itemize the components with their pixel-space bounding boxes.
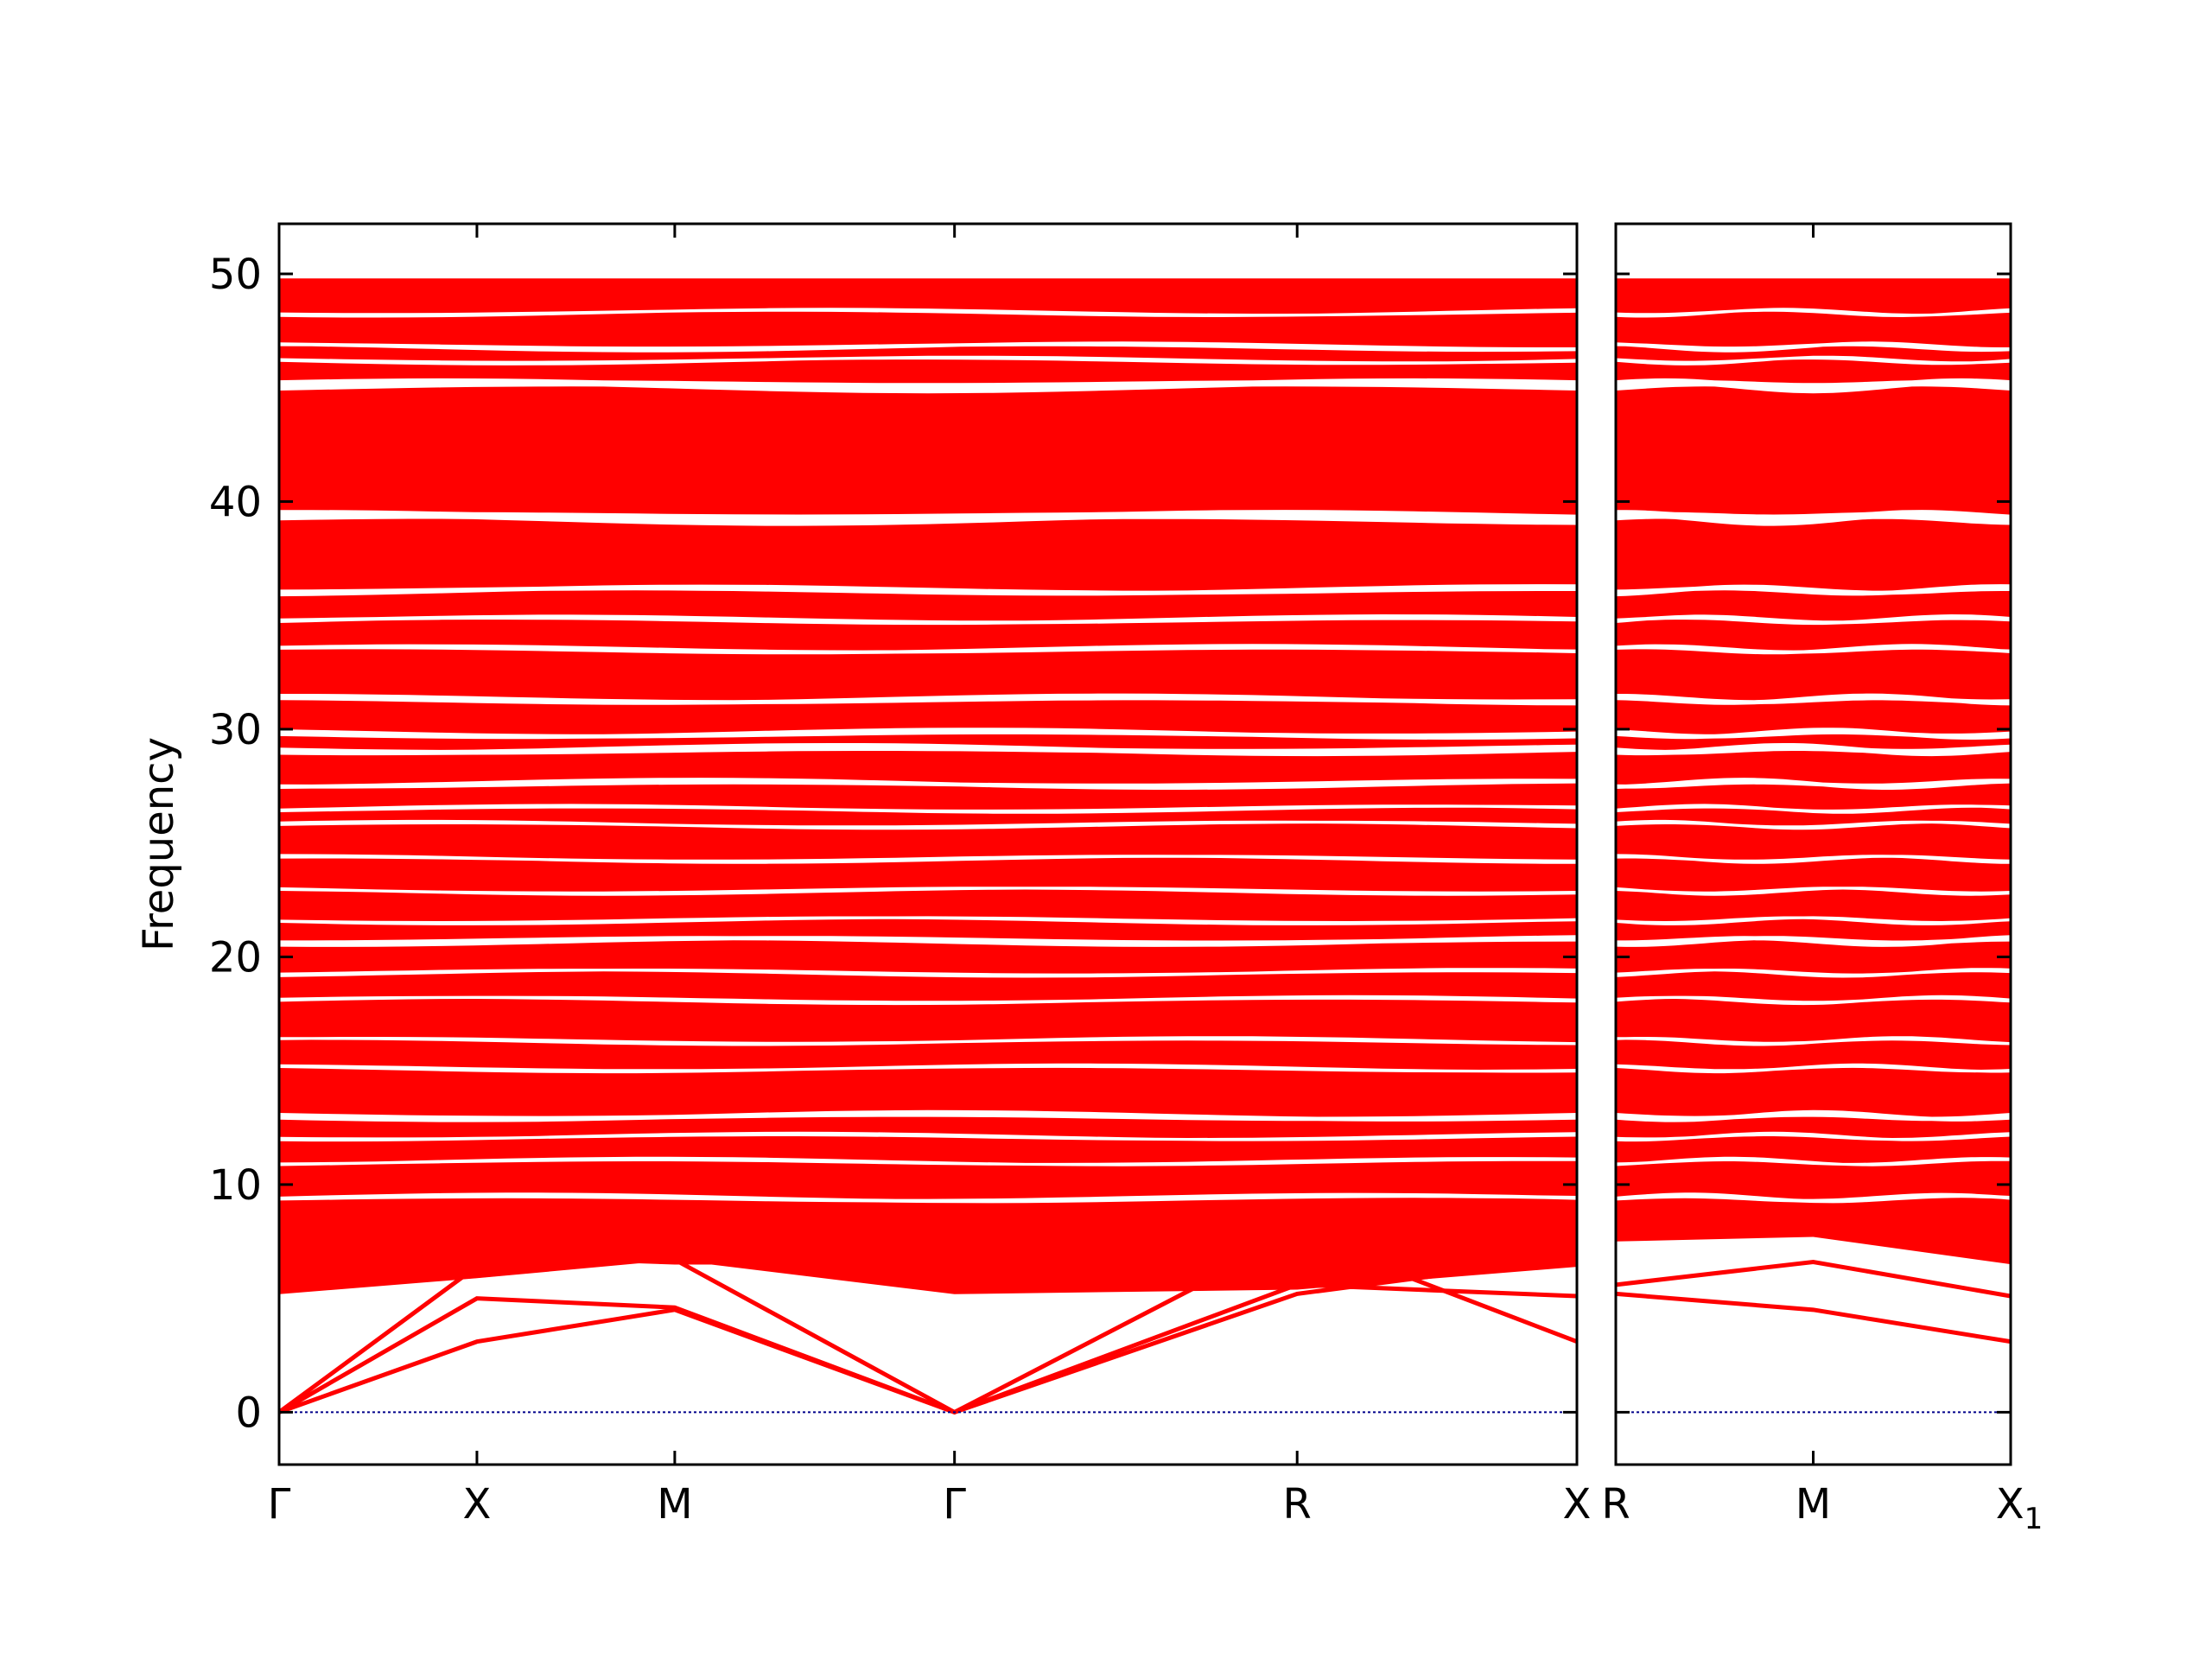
x-tick-label: Γ	[943, 1480, 966, 1529]
band-gap	[279, 644, 1577, 655]
band-gap	[279, 935, 1577, 947]
left-panel-y-ticks	[279, 272, 1577, 1414]
band-gap	[1616, 614, 2011, 626]
band-gap	[279, 355, 1577, 365]
optical-branch	[279, 1213, 1577, 1251]
y-axis-label: Frequency	[135, 737, 183, 951]
band-gap	[279, 854, 1577, 864]
y-tick-label: 10	[209, 1161, 262, 1210]
band-gap	[279, 584, 1577, 597]
x-tick-label: R	[1601, 1480, 1630, 1529]
lower-gap	[1616, 1236, 2011, 1465]
band-gap	[1616, 854, 2011, 864]
band-gap	[1616, 887, 2011, 896]
band-gap	[279, 916, 1577, 925]
x-tick-label: M	[657, 1480, 692, 1529]
band-gap	[279, 693, 1577, 706]
band-gap	[279, 1109, 1577, 1122]
band-gap	[279, 819, 1577, 830]
x-tick-label: X	[1563, 1480, 1592, 1529]
band-gap	[279, 804, 1577, 814]
x-tick-label: X	[463, 1480, 492, 1529]
band-gap	[279, 995, 1577, 1006]
acoustic-branch	[1616, 1291, 2011, 1344]
y-tick-label: 0	[235, 1389, 262, 1437]
band-gap	[1616, 1131, 2011, 1142]
x-tick-label: M	[1796, 1480, 1831, 1529]
x-tick-label: R	[1283, 1480, 1312, 1529]
band-gap	[1616, 935, 2011, 947]
band-gap	[1616, 644, 2011, 655]
x-tick-subscript: 1	[2024, 1502, 2044, 1536]
band-gap	[279, 614, 1577, 626]
y-tick-labels: 0 10 20 30 40 50	[209, 251, 262, 1437]
band-gap	[1616, 819, 2011, 830]
y-tick-label: 30	[209, 706, 262, 754]
band-gap	[1616, 584, 2011, 597]
band-gap	[1616, 804, 2011, 814]
band-gap	[279, 968, 1577, 978]
band-gap	[279, 887, 1577, 896]
band-gap	[1616, 1109, 2011, 1122]
band-gap	[279, 510, 1577, 526]
band-gap	[279, 1063, 1577, 1074]
y-tick-label: 50	[209, 251, 262, 299]
x-tick-label: Γ	[268, 1480, 291, 1529]
band-gap	[279, 341, 1577, 353]
x-tick-label: X1	[1996, 1480, 2044, 1536]
band-gap	[279, 1131, 1577, 1142]
band-gap	[1616, 743, 2011, 757]
right-panel: R M X1	[1601, 222, 2044, 1536]
acoustic-branch	[1616, 1228, 2011, 1260]
y-tick-label: 20	[209, 933, 262, 982]
band-gap	[279, 378, 1577, 394]
left-panel-bands	[279, 278, 1577, 1465]
band-gap	[279, 778, 1577, 790]
y-tick-label: 40	[209, 478, 262, 526]
acoustic-branch	[279, 1257, 1577, 1415]
acoustic-branch	[279, 1232, 1577, 1415]
band-gap	[1616, 916, 2011, 925]
optical-branch	[279, 1255, 1577, 1294]
band-gap	[279, 1156, 1577, 1166]
right-panel-frame	[1614, 222, 2012, 1466]
band-gap	[1616, 510, 2011, 526]
band-gap	[279, 308, 1577, 318]
band-gap	[279, 728, 1577, 740]
band-gap	[1616, 308, 2011, 318]
band-gap	[1616, 341, 2011, 353]
right-panel-y-ticks	[1616, 272, 2011, 1414]
band-gap	[1616, 1036, 2011, 1046]
band-gap	[1616, 1192, 2011, 1204]
band-gap	[1616, 378, 2011, 394]
band-gap	[1616, 1063, 2011, 1074]
band-gap	[1616, 778, 2011, 790]
band-gap	[1616, 355, 2011, 365]
left-panel-frame	[277, 222, 1579, 1466]
band-gap	[1616, 693, 2011, 706]
band-gap	[1616, 728, 2011, 740]
band-gap	[279, 1036, 1577, 1046]
band-gap	[1616, 1156, 2011, 1166]
acoustic-branch	[1616, 1259, 2011, 1299]
band-gap	[279, 743, 1577, 757]
band-gap	[1616, 995, 2011, 1006]
right-panel-bands	[1616, 278, 2011, 1465]
band-gap	[279, 1192, 1577, 1204]
band-gap	[1616, 968, 2011, 978]
